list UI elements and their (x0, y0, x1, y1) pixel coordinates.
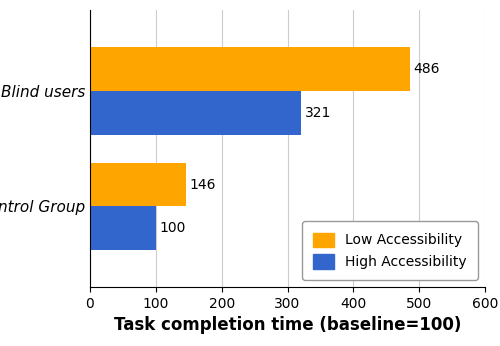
Text: 146: 146 (190, 177, 216, 192)
Text: 321: 321 (304, 106, 331, 120)
X-axis label: Task completion time (baseline=100): Task completion time (baseline=100) (114, 317, 461, 335)
Bar (90, 163, 186, 207)
Text: 100: 100 (159, 221, 186, 235)
Bar (90, 207, 156, 250)
Bar (90, 47, 410, 91)
Legend: Low Accessibility, High Accessibility: Low Accessibility, High Accessibility (302, 221, 478, 280)
Bar (90, 91, 302, 135)
Text: 486: 486 (413, 62, 440, 76)
